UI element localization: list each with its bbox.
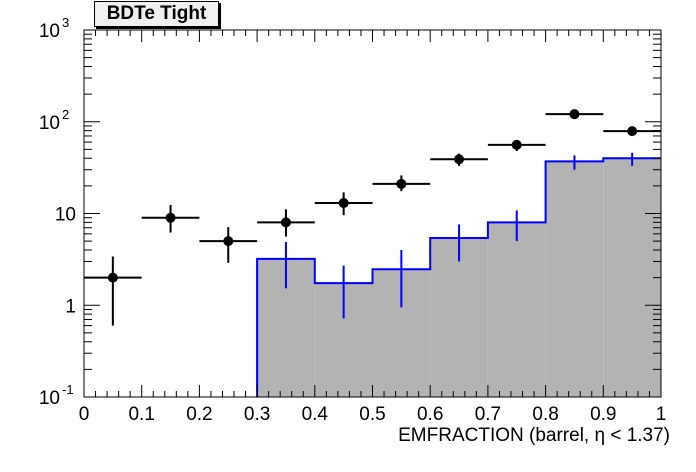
data-marker	[338, 198, 349, 209]
data-marker	[454, 154, 465, 165]
data-marker	[569, 109, 580, 120]
data-marker	[511, 139, 522, 150]
data-point	[141, 204, 200, 233]
data-point	[84, 256, 142, 326]
y-tick-label: 10	[39, 113, 60, 134]
y-tick-label: 10	[39, 388, 60, 409]
data-marker	[107, 272, 118, 283]
data-point	[545, 109, 604, 120]
data-point	[372, 175, 431, 192]
histogram-bar	[487, 222, 546, 397]
x-tick-label: 0.4	[302, 404, 329, 425]
histogram-bar	[545, 161, 604, 397]
y-tick-exponent: -1	[62, 382, 74, 397]
y-tick-label: 1	[65, 296, 76, 317]
y-tick-label: 10	[55, 205, 76, 226]
data-marker	[165, 212, 176, 223]
x-tick-label: 0.2	[186, 404, 212, 425]
x-tick-label: 0.3	[244, 404, 270, 425]
x-tick-label: 0.8	[532, 404, 558, 425]
data-point	[314, 192, 373, 216]
data-marker	[223, 236, 234, 247]
x-tick-label: 0.9	[590, 404, 616, 425]
y-tick-label: 10	[39, 21, 60, 42]
y-tick-exponent: 2	[62, 107, 69, 122]
x-tick-label: 1	[656, 404, 667, 425]
data-marker	[280, 217, 291, 228]
data-point	[487, 139, 546, 151]
x-tick-label: 0.6	[417, 404, 443, 425]
x-tick-label: 0.5	[359, 404, 385, 425]
data-point	[430, 153, 488, 166]
y-tick-exponent: 3	[62, 15, 69, 30]
data-point	[603, 126, 661, 137]
chart-title: BDTe Tight	[94, 1, 219, 27]
histogram-outline	[256, 157, 661, 397]
data-marker	[627, 126, 638, 137]
histogram-bar	[603, 158, 661, 397]
data-point	[257, 209, 315, 237]
x-tick-label: 0.1	[128, 404, 154, 425]
x-axis-label: EMFRACTION (barrel, η < 1.37)	[398, 425, 670, 446]
data-point	[199, 227, 258, 263]
x-tick-label: 0.7	[475, 404, 501, 425]
x-tick-label: 0	[79, 404, 90, 425]
histogram-bar	[430, 238, 488, 397]
data-marker	[396, 178, 407, 189]
